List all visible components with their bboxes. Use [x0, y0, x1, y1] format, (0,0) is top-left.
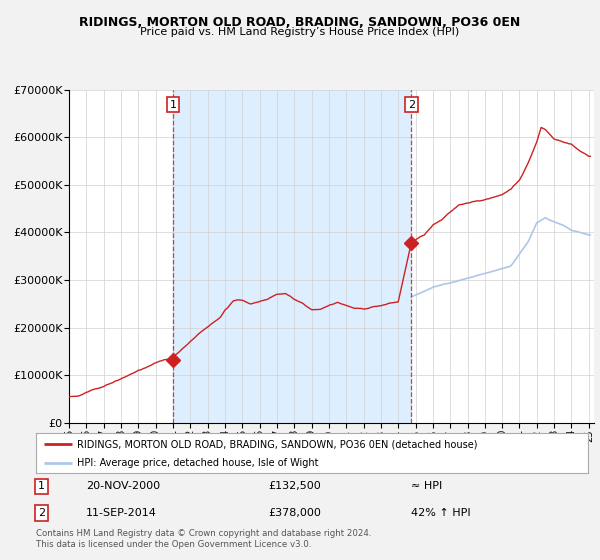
Text: ≈ HPI: ≈ HPI: [412, 482, 443, 492]
Text: £378,000: £378,000: [268, 508, 321, 518]
Text: HPI: Average price, detached house, Isle of Wight: HPI: Average price, detached house, Isle…: [77, 458, 319, 468]
Text: 20-NOV-2000: 20-NOV-2000: [86, 482, 160, 492]
Text: RIDINGS, MORTON OLD ROAD, BRADING, SANDOWN, PO36 0EN: RIDINGS, MORTON OLD ROAD, BRADING, SANDO…: [79, 16, 521, 29]
Text: RIDINGS, MORTON OLD ROAD, BRADING, SANDOWN, PO36 0EN (detached house): RIDINGS, MORTON OLD ROAD, BRADING, SANDO…: [77, 439, 478, 449]
Text: 1: 1: [169, 100, 176, 110]
Text: Price paid vs. HM Land Registry’s House Price Index (HPI): Price paid vs. HM Land Registry’s House …: [140, 27, 460, 37]
Text: Contains HM Land Registry data © Crown copyright and database right 2024.
This d: Contains HM Land Registry data © Crown c…: [36, 529, 371, 549]
Text: £132,500: £132,500: [268, 482, 320, 492]
Text: 1: 1: [38, 482, 45, 492]
Text: 42% ↑ HPI: 42% ↑ HPI: [412, 508, 471, 518]
Text: 2: 2: [407, 100, 415, 110]
Bar: [173, 90, 411, 423]
Text: 2: 2: [38, 508, 45, 518]
Text: 11-SEP-2014: 11-SEP-2014: [86, 508, 157, 518]
